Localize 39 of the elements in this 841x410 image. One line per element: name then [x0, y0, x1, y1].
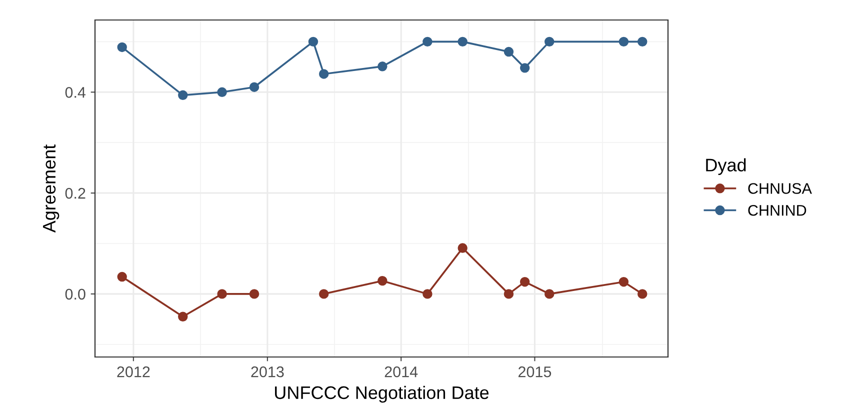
x-tick-label: 2014 [384, 366, 418, 378]
point [178, 312, 188, 322]
point [217, 289, 227, 299]
x-axis-title: UNFCCC Negotiation Date [275, 386, 489, 403]
legend-label: CHNIND [748, 204, 806, 216]
y-tick-label: 0.0 [65, 288, 86, 300]
legend-title: Dyad [706, 158, 746, 176]
point [249, 82, 260, 92]
point [638, 289, 648, 299]
point [308, 36, 318, 47]
point [422, 36, 432, 47]
point [422, 289, 432, 299]
point [458, 36, 468, 47]
point [504, 46, 514, 57]
point [520, 63, 530, 73]
point [117, 42, 127, 52]
point [217, 87, 227, 98]
point [458, 243, 468, 253]
point [618, 36, 629, 47]
y-tick-label: 0.2 [65, 188, 86, 199]
point [318, 69, 329, 79]
point [318, 289, 329, 299]
point [618, 276, 629, 287]
point [638, 36, 648, 47]
x-tick-label: 2013 [251, 366, 284, 378]
point [178, 90, 188, 100]
legend-label: CHNUSA [748, 183, 812, 194]
y-tick-label: 0.4 [65, 87, 86, 98]
point [544, 289, 554, 299]
point [378, 62, 388, 72]
point [504, 289, 514, 299]
x-tick-label: 2015 [518, 366, 552, 378]
point [544, 36, 554, 47]
point [520, 276, 530, 287]
point [378, 276, 388, 286]
point [249, 289, 260, 299]
x-tick-label: 2012 [117, 366, 150, 378]
point [117, 272, 127, 282]
y-axis-title: Agreement [43, 144, 60, 233]
